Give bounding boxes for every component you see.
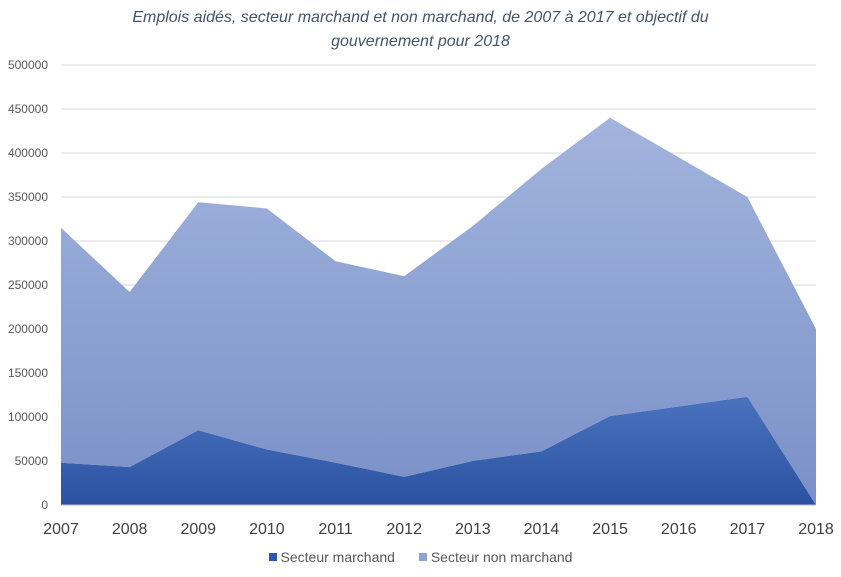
x-tick-label: 2007 [43,521,79,538]
y-tick-label: 50000 [15,454,49,468]
x-tick-label: 2012 [386,521,422,538]
legend-label-marchand: Secteur marchand [280,549,395,565]
y-tick-label: 150000 [8,366,48,380]
legend-label-non-marchand: Secteur non marchand [430,549,573,565]
x-tick-label: 2014 [524,521,560,538]
x-tick-label: 2011 [318,521,353,538]
y-tick-label: 200000 [8,322,48,336]
y-tick-label: 0 [41,498,48,512]
legend-swatch-marchand [268,553,277,561]
y-tick-label: 300000 [8,234,48,248]
y-tick-label: 250000 [8,278,48,292]
chart-title-line-1: Emplois aidés, secteur marchand et non m… [132,9,709,26]
y-axis: 0 50000 100000 150000 200000 250000 300000 3500… [8,58,48,512]
y-tick-label: 350000 [8,190,48,204]
chart-title-line-2: gouvernement pour 2018 [331,33,510,50]
x-tick-label: 2018 [798,521,834,538]
x-tick-label: 2008 [112,521,148,538]
y-tick-label: 100000 [8,410,48,424]
series-area-non-marchand [61,117,816,506]
series-area-marchand [61,396,816,505]
y-tick-label: 450000 [8,102,48,116]
legend-item-non-marchand: Secteur non marchand [418,549,573,565]
x-axis: 2007 2008 2009 2010 2011 2012 2013 2014 2015 2016… [43,504,834,538]
x-tick-label: 2015 [592,521,628,538]
x-tick-label: 2016 [661,521,697,538]
chart-title: Emplois aidés, secteur marchand et non m… [0,6,841,54]
legend-item-marchand: Secteur marchand [268,549,395,565]
x-tick-label: 2009 [180,521,216,538]
series-areas [61,117,816,506]
y-tick-label: 400000 [8,146,48,160]
legend-swatch-non-marchand [418,553,427,561]
legend: Secteur marchand Secteur non marchand [0,549,841,565]
x-tick-label: 2013 [455,521,491,538]
y-tick-label: 500000 [8,58,48,72]
x-tick-label: 2017 [730,521,766,538]
x-tick-label: 2010 [249,521,285,538]
